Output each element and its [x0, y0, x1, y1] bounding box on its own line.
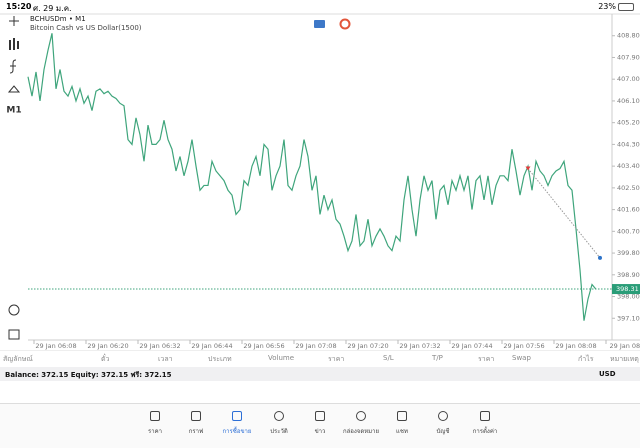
x-tick-label: 29 Jan 06:08	[35, 342, 76, 350]
y-tick-label: 398.90	[617, 271, 640, 279]
tab-label[interactable]: การตั้งค่า	[472, 428, 498, 435]
add-tool[interactable]	[8, 329, 20, 340]
oneclick-button[interactable]	[339, 18, 351, 30]
trade-line	[527, 168, 601, 259]
y-tick-label: 408.80	[617, 32, 640, 40]
column-header: Volume	[268, 354, 295, 362]
tab-label[interactable]: ข่าว	[314, 428, 326, 435]
price-line	[27, 33, 597, 321]
x-tick-label: 29 Jan 07:08	[295, 342, 336, 350]
tab-icon[interactable]	[150, 411, 160, 421]
status-date: ศ. 29 ม.ค.	[33, 4, 72, 13]
symbol-desc: Bitcoin Cash vs US Dollar(1500)	[30, 24, 142, 32]
status-time: 15:20	[6, 2, 32, 11]
column-header: S/L	[383, 354, 394, 362]
y-tick-label: 402.50	[617, 184, 640, 192]
balance-bar: Balance: 372.15 Equity: 372.15 ฟรี: 372.…	[0, 367, 640, 381]
indicator-tool[interactable]	[9, 59, 17, 74]
x-tick-label: 29 Jan 06:32	[139, 342, 180, 350]
y-tick-label: 404.30	[617, 140, 640, 148]
status-bar: 15:20 ศ. 29 ม.ค. 23%	[0, 0, 640, 13]
column-header: กำไร	[578, 355, 594, 363]
balance-text: Balance: 372.15 Equity: 372.15 ฟรี: 372.…	[5, 371, 172, 379]
trade-button[interactable]	[314, 20, 325, 28]
battery-icon	[618, 3, 634, 11]
x-tick-label: 29 Jan 06:56	[243, 342, 284, 350]
y-tick-label: 407.90	[617, 53, 640, 61]
column-header: ตั๋ว	[101, 355, 110, 363]
column-header: ราคา	[328, 355, 345, 363]
column-header: สัญลักษณ์	[3, 355, 33, 363]
y-tick-label: 399.80	[617, 249, 640, 257]
column-header: ราคา	[478, 355, 495, 363]
tab-icon[interactable]	[480, 411, 490, 421]
tab-label[interactable]: กราฟ	[188, 428, 204, 435]
objects-tool[interactable]	[7, 85, 21, 93]
tab-label[interactable]: บัญชี	[436, 428, 450, 435]
current-price-label: 398.31	[616, 285, 639, 293]
x-tick-label: 29 Jan 07:32	[399, 342, 440, 350]
column-header: T/P	[432, 354, 443, 362]
battery: 23%	[598, 2, 616, 11]
tab-label[interactable]: กล่องจดหมาย	[342, 428, 380, 435]
column-header: Swap	[512, 354, 531, 362]
y-tick-label: 405.20	[617, 119, 640, 127]
y-tick-label: 400.70	[617, 227, 640, 235]
x-tick-label: 29 Jan 08:08	[555, 342, 596, 350]
y-tick-label: 401.60	[617, 206, 640, 214]
column-header: หมายเหตุ	[610, 355, 639, 363]
tab-icon[interactable]	[191, 411, 201, 421]
y-tick-label: 407.00	[617, 75, 640, 83]
currency: USD	[599, 370, 616, 378]
x-tick-label: 29 Jan 07:44	[451, 342, 492, 350]
column-header: เวลา	[158, 355, 173, 363]
current-price-box	[612, 284, 640, 295]
tab-icon[interactable]	[232, 411, 242, 421]
column-header: ประเภท	[208, 355, 232, 363]
x-tick-label: 29 Jan 07:20	[347, 342, 388, 350]
x-tick-label: 29 Jan 08:2	[609, 342, 640, 350]
y-tick-label: 406.10	[617, 97, 640, 105]
zoom-tool[interactable]	[8, 304, 20, 316]
y-tick-label: 397.10	[617, 314, 640, 322]
y-tick-label: 403.40	[617, 162, 640, 170]
x-tick-label: 29 Jan 07:56	[503, 342, 544, 350]
tab-label[interactable]: ประวัติ	[270, 428, 288, 435]
y-tick-label: 398.00	[617, 293, 640, 301]
trade-open	[525, 166, 531, 171]
tab-icon[interactable]	[356, 411, 366, 421]
symbol: BCHUSDm • M1	[30, 15, 86, 23]
tab-label[interactable]: ราคา	[148, 428, 162, 435]
chart: BCHUSDm • M1 Bitcoin Cash vs US Dollar(1…	[0, 13, 640, 350]
tab-icon[interactable]	[274, 411, 284, 421]
tab-label[interactable]: การซื้อขาย	[222, 428, 252, 435]
toolbar	[7, 16, 21, 340]
tab-label[interactable]: แชท	[396, 428, 408, 435]
tab-icon[interactable]	[315, 411, 325, 421]
chart-type-tool[interactable]	[9, 38, 19, 50]
trade-close	[598, 255, 602, 260]
crosshair-tool[interactable]	[9, 16, 19, 26]
timeframe[interactable]: M1	[6, 106, 21, 116]
x-tick-label: 29 Jan 06:20	[87, 342, 128, 350]
table-header: สัญลักษณ์ ตั๋ว เวลา ประเภท Volume ราคา S/L T/P ร…	[0, 350, 640, 365]
tab-bar: ราคา กราฟ การซื้อขาย ประวัติ ข่าว กล่องจดหมาย…	[0, 403, 640, 448]
tab-icon[interactable]	[397, 411, 407, 421]
x-tick-label: 29 Jan 06:44	[191, 342, 232, 350]
tab-icon[interactable]	[438, 411, 448, 421]
